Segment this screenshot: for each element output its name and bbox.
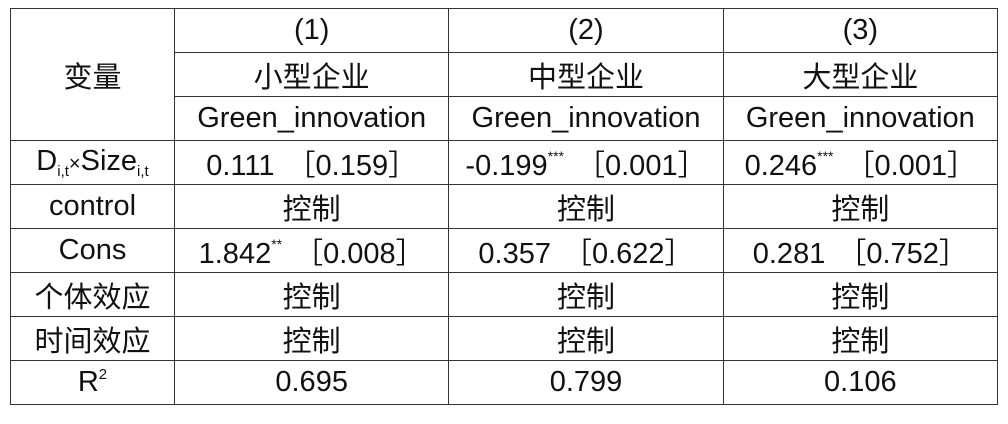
column-number: (3) [722, 8, 999, 53]
cell: 0.799 [448, 360, 724, 405]
cell: 控制 [722, 184, 999, 229]
row-label: control [10, 184, 175, 229]
p-value: ［0.008］ [294, 237, 425, 270]
label-part: i,t [137, 163, 149, 180]
data-row: R2 0.695 0.799 0.106 [10, 360, 999, 405]
label-part: Size [80, 145, 138, 177]
data-row: Cons 1.842** ［0.008］ 0.357 ［0.622］ 0.281 ［0.75… [10, 228, 999, 273]
label-part: D [36, 145, 58, 177]
column-dependent: Green_innovation [173, 96, 450, 141]
cell: 控制 [448, 272, 724, 317]
significance: *** [817, 147, 834, 164]
label-part: 2 [98, 366, 108, 383]
p-value: ［0.622］ [562, 237, 694, 270]
cell: -0.199*** ［0.001］ [448, 140, 724, 185]
results-table: 变量 (1) (2) (3) 小型企业 中型企业 大型企业 Green_innovation G… [10, 8, 999, 405]
row-label: R2 [10, 360, 175, 405]
p-value: ［0.159］ [286, 149, 418, 182]
cell: 0.111 ［0.159］ [173, 140, 450, 185]
p-value: ［0.001］ [576, 149, 707, 182]
column-dependent: Green_innovation [448, 96, 724, 141]
cell: 0.695 [173, 360, 450, 405]
table-body: 变量 (1) (2) (3) 小型企业 中型企业 大型企业 Green_innovation G… [10, 8, 999, 405]
column-number: (1) [173, 8, 450, 53]
data-row: Di,t×Sizei,t 0.111 ［0.159］ -0.199*** ［0.001］… [10, 140, 999, 185]
coefficient: 0.281 [752, 237, 826, 270]
significance: ** [271, 235, 283, 252]
p-value: ［0.001］ [845, 149, 977, 182]
cell: 控制 [173, 272, 450, 317]
cell: 控制 [722, 316, 999, 361]
label-part: R [77, 366, 99, 398]
header-row: 变量 (1) (2) (3) [10, 8, 999, 141]
significance: *** [547, 147, 564, 164]
cell: 控制 [173, 184, 450, 229]
data-row: 时间效应 控制 控制 控制 [10, 316, 999, 361]
header-row: 小型企业 中型企业 大型企业 [11, 52, 999, 97]
coefficient: -0.199 [465, 149, 548, 182]
column-group: 大型企业 [722, 52, 999, 97]
column-dependent: Green_innovation [722, 96, 999, 141]
cell: 1.842** ［0.008］ [173, 228, 450, 273]
cell: 控制 [448, 316, 724, 361]
row-label: 个体效应 [10, 272, 175, 317]
cell: 0.246*** ［0.001］ [722, 140, 999, 185]
coefficient: 0.111 [206, 149, 275, 182]
data-row: 个体效应 控制 控制 控制 [10, 272, 999, 317]
cell: 控制 [722, 272, 999, 317]
row-label: 时间效应 [10, 316, 175, 361]
column-number: (2) [448, 8, 724, 53]
coefficient: 0.357 [478, 237, 551, 270]
row-label: Cons [10, 228, 175, 273]
p-value: ［0.752］ [837, 237, 968, 270]
cell: 控制 [173, 316, 450, 361]
cell: 0.106 [722, 360, 999, 405]
variable-header: 变量 [10, 8, 175, 141]
data-row: control 控制 控制 控制 [10, 184, 999, 229]
cell: 0.357 ［0.622］ [448, 228, 724, 273]
coefficient: 1.842 [198, 237, 272, 270]
column-group: 中型企业 [448, 52, 724, 97]
coefficient: 0.246 [744, 149, 818, 182]
label-part: i,t [57, 163, 69, 180]
label-part: × [68, 153, 81, 175]
column-group: 小型企业 [173, 52, 450, 97]
cell: 0.281 ［0.752］ [722, 228, 999, 273]
cell: 控制 [448, 184, 724, 229]
row-label: Di,t×Sizei,t [10, 140, 175, 185]
